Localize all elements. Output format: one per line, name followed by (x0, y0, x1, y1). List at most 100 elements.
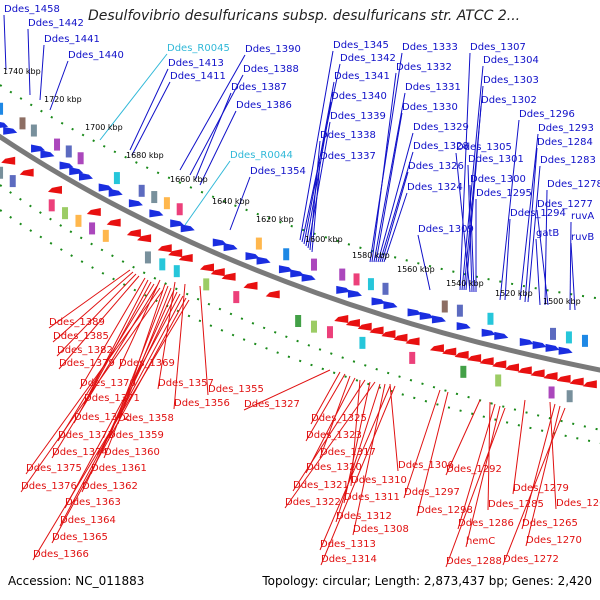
gene-label[interactable]: Ddes_1366 (33, 549, 89, 560)
gene-label[interactable]: Ddes_1372 (74, 412, 130, 423)
gene-label[interactable]: Ddes_1442 (28, 18, 84, 29)
gene-label[interactable]: Ddes_1338 (320, 130, 376, 141)
gene-label[interactable]: Ddes_1308 (353, 524, 409, 535)
gene-label[interactable]: Ddes_1374 (52, 447, 108, 458)
gene-label[interactable]: Ddes_1324 (407, 182, 463, 193)
gene-label[interactable]: Ddes_1279 (513, 483, 569, 494)
gene-label[interactable]: Ddes_1345 (333, 40, 389, 51)
gene-label[interactable]: Ddes_1388 (243, 64, 299, 75)
gene-label[interactable]: ruvA (571, 211, 594, 222)
gene-label[interactable]: Ddes_1363 (65, 497, 121, 508)
gene-label[interactable]: Ddes_1264 (556, 498, 600, 509)
gene-label[interactable]: Ddes_1310 (351, 475, 407, 486)
gene-label[interactable]: Ddes_1373 (58, 430, 114, 441)
gene-label[interactable]: Ddes_1340 (331, 91, 387, 102)
gene-label[interactable]: Ddes_1357 (158, 378, 214, 389)
gene-label[interactable]: Ddes_R0044 (230, 150, 293, 161)
gene-label[interactable]: Ddes_R0045 (167, 43, 230, 54)
gene-label[interactable]: Ddes_1387 (231, 82, 287, 93)
gene-label[interactable]: Ddes_1411 (170, 71, 226, 82)
gene-label[interactable]: Ddes_1358 (118, 413, 174, 424)
gene-label[interactable]: Ddes_1317 (320, 447, 376, 458)
gene-label[interactable]: hemC (466, 536, 495, 547)
gene-label[interactable]: Ddes_1364 (60, 515, 116, 526)
gene-label[interactable]: Ddes_1300 (470, 174, 526, 185)
gene-label[interactable]: Ddes_1323 (306, 430, 362, 441)
gene-label[interactable]: Ddes_1342 (340, 53, 396, 64)
gene-label[interactable]: Ddes_1283 (540, 155, 596, 166)
gene-label[interactable]: Ddes_1386 (236, 100, 292, 111)
gene-label[interactable]: Ddes_1297 (404, 487, 460, 498)
gene-label[interactable]: Ddes_1325 (311, 413, 367, 424)
gene-label[interactable]: Ddes_1362 (82, 481, 138, 492)
gene-label[interactable]: Ddes_1296 (519, 109, 575, 120)
gene-label[interactable]: Ddes_1331 (405, 82, 461, 93)
gene-label[interactable]: ruvB (571, 232, 594, 243)
gene-label[interactable]: Ddes_1306 (398, 460, 454, 471)
gene-label[interactable]: Ddes_1359 (108, 430, 164, 441)
gene-label[interactable]: Ddes_1314 (321, 554, 377, 565)
gene-label[interactable]: Ddes_1369 (119, 358, 175, 369)
gene-label[interactable]: Ddes_1277 (537, 199, 593, 210)
gene-label[interactable]: Ddes_1341 (334, 71, 390, 82)
gene-label[interactable]: Ddes_1278 (547, 179, 600, 190)
gene-label[interactable]: Ddes_1327 (244, 399, 300, 410)
gene-label[interactable]: Ddes_1385 (53, 331, 109, 342)
gene-label[interactable]: gatB (536, 228, 559, 239)
gene-label[interactable]: Ddes_1339 (330, 111, 386, 122)
gene-label[interactable]: Ddes_1294 (510, 208, 566, 219)
gene-label[interactable]: Ddes_1284 (537, 137, 593, 148)
gene-label[interactable]: Ddes_1376 (21, 481, 77, 492)
gene-label[interactable]: Ddes_1309 (418, 224, 474, 235)
gene-label[interactable]: Ddes_1326 (408, 161, 464, 172)
gene-label[interactable]: Ddes_1303 (483, 75, 539, 86)
gene-label[interactable]: Ddes_1337 (320, 151, 376, 162)
gene-label[interactable]: Ddes_1361 (91, 463, 147, 474)
gene-label[interactable]: Ddes_1311 (344, 492, 400, 503)
gene-label[interactable]: Ddes_1301 (468, 154, 524, 165)
gene-label[interactable]: Ddes_1332 (396, 62, 452, 73)
gene-label[interactable]: Ddes_1304 (483, 55, 539, 66)
gene-label[interactable]: Ddes_1441 (44, 34, 100, 45)
gene-label[interactable]: Ddes_1354 (250, 166, 306, 177)
gene-label[interactable]: Ddes_1356 (174, 398, 230, 409)
gene-label[interactable]: Ddes_1292 (446, 464, 502, 475)
leader-line (403, 389, 441, 499)
gene-label[interactable]: Ddes_1370 (80, 378, 136, 389)
gene-label[interactable]: Ddes_1330 (402, 102, 458, 113)
gene-label[interactable]: Ddes_1305 (456, 142, 512, 153)
gene-label[interactable]: Ddes_1286 (458, 518, 514, 529)
gene-label[interactable]: Ddes_1302 (481, 95, 537, 106)
feature-block (75, 214, 82, 227)
gene-label[interactable]: Ddes_1313 (320, 539, 376, 550)
gene-label[interactable]: Ddes_1270 (526, 535, 582, 546)
gene-label[interactable]: Ddes_1285 (488, 499, 544, 510)
gene-label[interactable]: Ddes_1360 (104, 447, 160, 458)
gene-label[interactable]: Ddes_1298 (417, 505, 473, 516)
gene-label[interactable]: Ddes_1321 (293, 480, 349, 491)
gene-label[interactable]: Ddes_1371 (84, 393, 140, 404)
gene-label[interactable]: Ddes_1272 (503, 554, 559, 565)
gene-label[interactable]: Ddes_1440 (68, 50, 124, 61)
gene-label[interactable]: Ddes_1265 (522, 518, 578, 529)
gene-label[interactable]: Ddes_1333 (402, 42, 458, 53)
gene-label[interactable]: Ddes_1312 (336, 511, 392, 522)
gene-label[interactable]: Ddes_1295 (476, 188, 532, 199)
gene-label[interactable]: Ddes_1365 (52, 532, 108, 543)
gene-label[interactable]: Ddes_1288 (446, 556, 502, 567)
gene-label[interactable]: Ddes_1328 (413, 141, 469, 152)
gene-label[interactable]: Ddes_1329 (413, 122, 469, 133)
feature-block (565, 331, 572, 344)
gene-label[interactable]: Ddes_1413 (168, 58, 224, 69)
gene-label[interactable]: Ddes_1320 (306, 462, 362, 473)
gene-label[interactable]: Ddes_1389 (49, 317, 105, 328)
gene-label[interactable]: Ddes_1355 (208, 384, 264, 395)
gene-label[interactable]: Ddes_1379 (59, 358, 115, 369)
gene-label[interactable]: Ddes_1307 (470, 42, 526, 53)
gene-label[interactable]: Ddes_1390 (245, 44, 301, 55)
gene-label[interactable]: Ddes_1382 (57, 345, 113, 356)
gene-label[interactable]: Ddes_1293 (538, 123, 594, 134)
gene-label[interactable]: Ddes_1322 (285, 497, 341, 508)
gene-label[interactable]: Ddes_1458 (4, 4, 60, 15)
gene-label[interactable]: Ddes_1375 (26, 463, 82, 474)
